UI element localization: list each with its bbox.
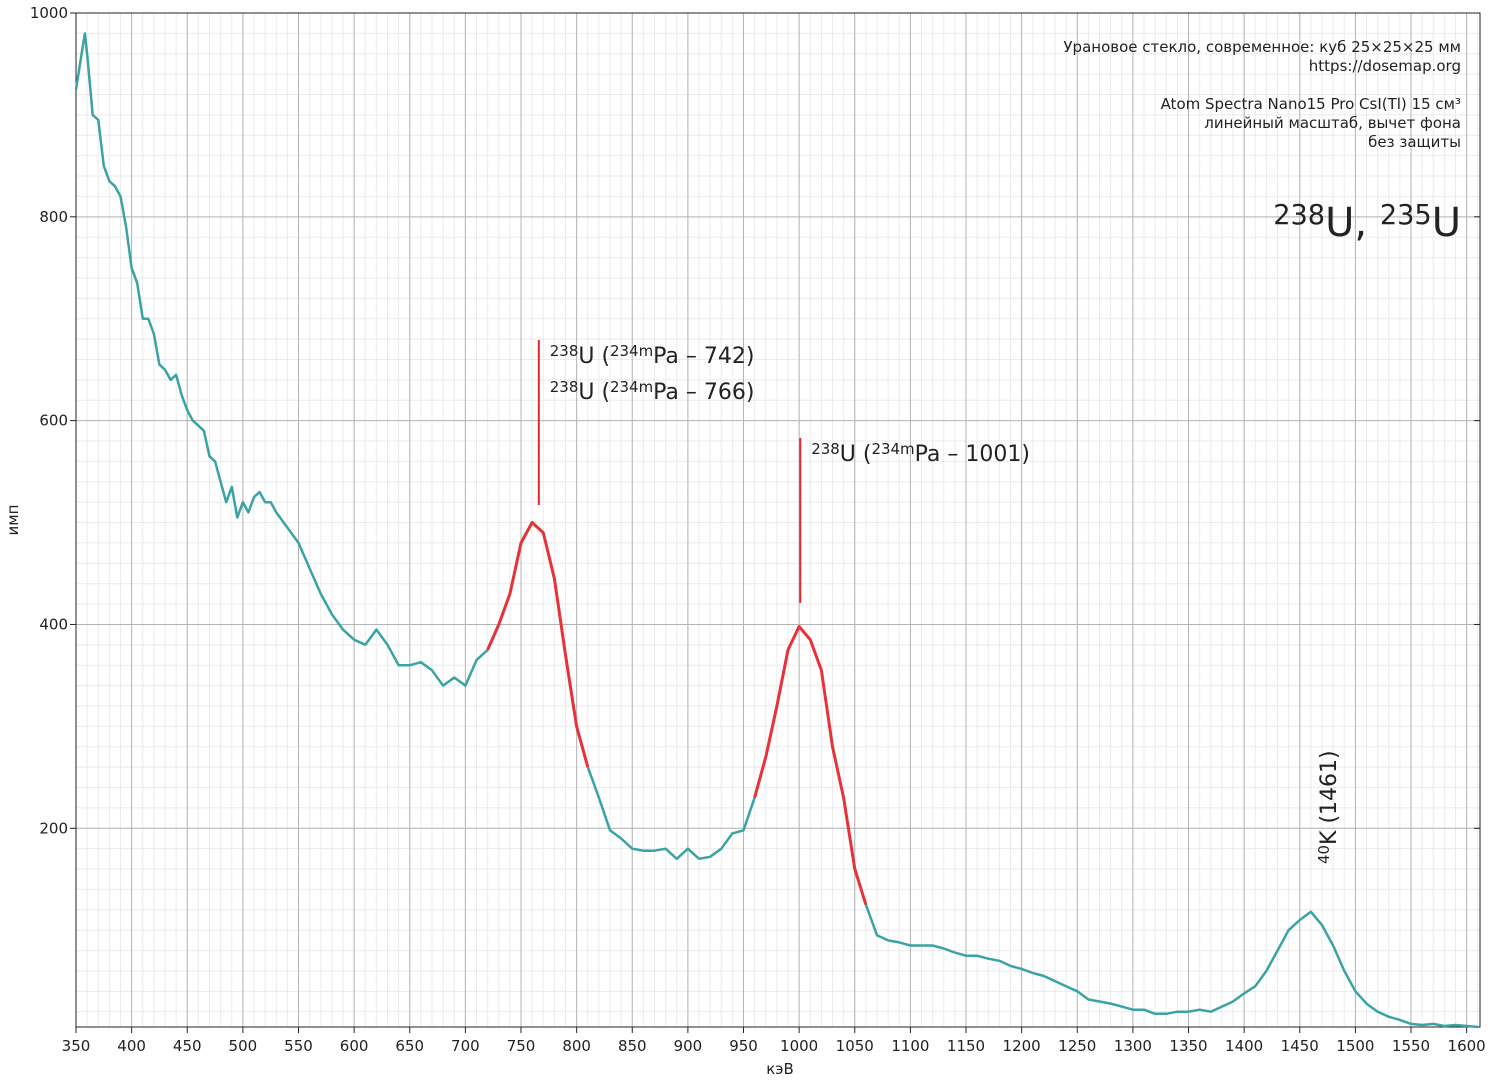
x-tick-label: 1100 bbox=[891, 1037, 929, 1055]
x-tick-label: 1300 bbox=[1114, 1037, 1152, 1055]
x-tick-label: 750 bbox=[507, 1037, 536, 1055]
y-tick-label: 400 bbox=[39, 615, 68, 633]
x-tick-label: 650 bbox=[395, 1037, 424, 1055]
plot-frame bbox=[75, 12, 1481, 1028]
annotation-text: 238U (234mPa – 766) bbox=[550, 378, 755, 405]
x-tick-label: 1400 bbox=[1225, 1037, 1263, 1055]
x-tick-label: 1250 bbox=[1058, 1037, 1096, 1055]
annotation-text: 238U (234mPa – 742) bbox=[550, 342, 755, 369]
y-tick-label: 200 bbox=[39, 819, 68, 837]
superscript: 234m bbox=[610, 378, 653, 396]
x-tick-label: 950 bbox=[729, 1037, 758, 1055]
text-part: U ( bbox=[578, 344, 610, 369]
info-text: Урановое стекло, современное: куб 25×25×… bbox=[1063, 38, 1461, 56]
x-tick-label: 1450 bbox=[1281, 1037, 1319, 1055]
superscript: 238 bbox=[1273, 200, 1325, 231]
text-part: Pa – 742) bbox=[653, 344, 754, 369]
info-text: https://dosemap.org bbox=[1309, 57, 1461, 75]
info-text: Atom Spectra Nano15 Pro CsI(Tl) 15 см³ bbox=[1161, 95, 1461, 113]
x-tick-label: 500 bbox=[229, 1037, 258, 1055]
superscript: 235 bbox=[1380, 200, 1432, 231]
x-tick-label: 1500 bbox=[1336, 1037, 1374, 1055]
text-part: U bbox=[1432, 200, 1461, 246]
text-part: U, bbox=[1325, 200, 1380, 246]
superscript: 238 bbox=[550, 342, 579, 360]
x-tick-label: 1000 bbox=[780, 1037, 818, 1055]
x-tick-label: 800 bbox=[562, 1037, 591, 1055]
x-tick-label: 900 bbox=[674, 1037, 703, 1055]
y-tick-label: 600 bbox=[39, 412, 68, 430]
text-part: K (1461) bbox=[1317, 750, 1342, 845]
x-axis-label: кэВ bbox=[766, 1060, 794, 1078]
superscript: 238 bbox=[550, 378, 579, 396]
x-tick-label: 850 bbox=[618, 1037, 647, 1055]
x-tick-label: 1150 bbox=[947, 1037, 985, 1055]
y-tick-label: 800 bbox=[39, 208, 68, 226]
text-part: Pa – 766) bbox=[653, 380, 754, 405]
x-tick-label: 1550 bbox=[1392, 1037, 1430, 1055]
x-tick-label: 400 bbox=[117, 1037, 146, 1055]
x-tick-label: 700 bbox=[451, 1037, 480, 1055]
x-tick-label: 1200 bbox=[1003, 1037, 1041, 1055]
superscript: 234m bbox=[610, 342, 653, 360]
x-tick-label: 450 bbox=[173, 1037, 202, 1055]
annotation-text: 40K (1461) bbox=[1315, 750, 1342, 864]
superscript: 234m bbox=[871, 440, 914, 458]
text-part: U ( bbox=[578, 380, 610, 405]
annotation-text: 238U (234mPa – 1001) bbox=[811, 440, 1030, 467]
superscript: 40 bbox=[1315, 845, 1333, 864]
x-tick-label: 350 bbox=[62, 1037, 91, 1055]
x-tick-label: 600 bbox=[340, 1037, 369, 1055]
spectrum-line bbox=[486, 521, 868, 906]
x-tick-label: 1050 bbox=[836, 1037, 874, 1055]
y-tick-label: 1000 bbox=[30, 4, 68, 22]
text-part: Pa – 1001) bbox=[915, 442, 1030, 467]
x-tick-label: 550 bbox=[284, 1037, 313, 1055]
text-part: U ( bbox=[840, 442, 872, 467]
x-tick-label: 1350 bbox=[1169, 1037, 1207, 1055]
x-tick-label: 1600 bbox=[1448, 1037, 1486, 1055]
info-text: без защиты bbox=[1368, 133, 1461, 151]
y-axis-label: имп bbox=[4, 505, 22, 536]
superscript: 238 bbox=[811, 440, 840, 458]
info-text: линейный масштаб, вычет фона bbox=[1204, 114, 1461, 132]
chart-title: 238U, 235U bbox=[1273, 200, 1461, 246]
spectrum-line bbox=[74, 32, 1478, 1029]
